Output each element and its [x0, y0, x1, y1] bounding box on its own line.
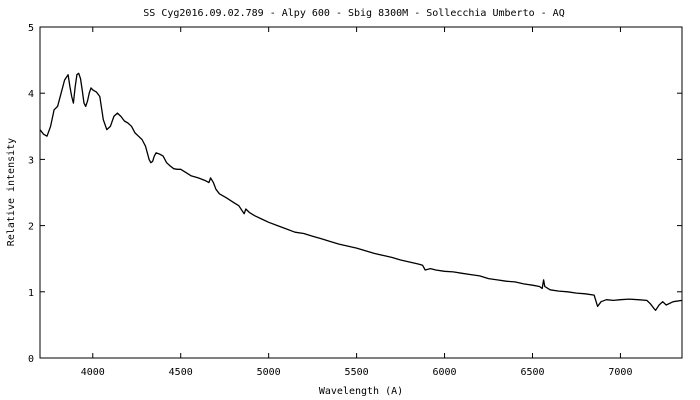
y-axis-ticks: 0 1 2 3 4 5 [28, 23, 682, 365]
y-tick-label: 1 [28, 288, 34, 299]
series-line-1 [39, 72, 683, 311]
y-tick-label: 0 [28, 354, 34, 365]
x-tick-label: 5500 [345, 367, 369, 378]
x-tick-label: 5000 [257, 367, 281, 378]
x-tick-label: 4500 [169, 367, 193, 378]
y-axis-label: Relative intensity [6, 138, 17, 246]
x-tick-label: 6000 [433, 367, 457, 378]
y-tick-label: 3 [28, 155, 34, 166]
plot-frame [39, 26, 683, 359]
x-tick-label: 4000 [81, 367, 105, 378]
x-tick-label: 6500 [520, 367, 544, 378]
x-tick-label: 7000 [608, 367, 632, 378]
y-tick-label: 5 [28, 23, 34, 34]
y-tick-label: 2 [28, 222, 34, 233]
y-tick-label: 4 [28, 89, 34, 100]
x-axis-ticks: 4000 4500 5000 5500 6000 6500 7000 [81, 27, 632, 378]
series-layer [39, 72, 683, 311]
chart-title: SS Cyg2016.09.02.789 - Alpy 600 - Sbig 8… [143, 8, 564, 19]
x-axis-label: Wavelength (A) [319, 386, 403, 397]
